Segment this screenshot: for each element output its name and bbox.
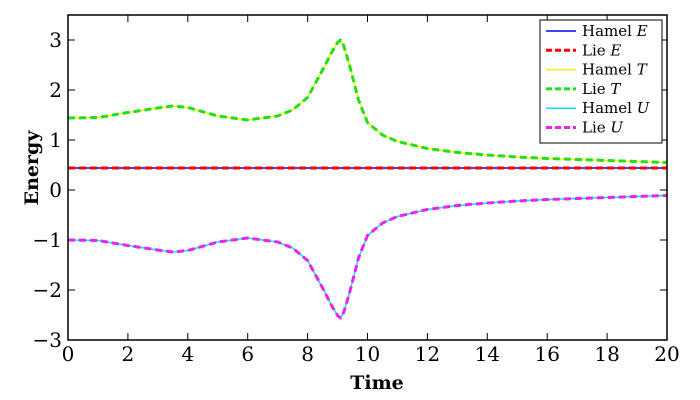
- x-tick-label: 20: [654, 342, 679, 366]
- y-tick-label: −1: [33, 228, 62, 252]
- x-tick-label: 10: [355, 342, 380, 366]
- plot-frame: [67, 14, 668, 341]
- y-tick-label: −3: [33, 328, 62, 352]
- series-line-lie-u: [67, 194, 668, 320]
- y-tick-label: −2: [33, 278, 62, 302]
- series-line-hamel-u: [67, 194, 668, 319]
- x-tick-label: 8: [301, 342, 314, 366]
- y-tick-label: 2: [49, 78, 62, 102]
- x-axis-label: Time: [350, 372, 404, 394]
- x-tick-label: 0: [62, 342, 75, 366]
- legend-entry: Hamel U: [582, 99, 651, 117]
- x-tick-label: 12: [415, 342, 440, 366]
- y-tick-label: 1: [49, 128, 62, 152]
- legend-entry: Lie T: [582, 80, 621, 98]
- legend-entry: Lie U: [582, 119, 624, 137]
- legend-entry: Hamel E: [582, 22, 648, 40]
- legend-entry: Lie E: [582, 41, 621, 59]
- x-tick-label: 14: [475, 342, 500, 366]
- legend-entry: Hamel T: [582, 61, 648, 79]
- x-tick-label: 6: [241, 342, 254, 366]
- x-tick-label: 2: [122, 342, 135, 366]
- y-axis-label: Energy: [21, 130, 43, 206]
- y-tick-label: 3: [49, 28, 62, 52]
- y-tick-label: 0: [49, 178, 62, 202]
- legend-box: [539, 19, 663, 144]
- x-tick-label: 4: [181, 342, 194, 366]
- series-line-lie-t: [67, 38, 668, 164]
- x-tick-label: 16: [534, 342, 559, 366]
- x-tick-label: 18: [594, 342, 619, 366]
